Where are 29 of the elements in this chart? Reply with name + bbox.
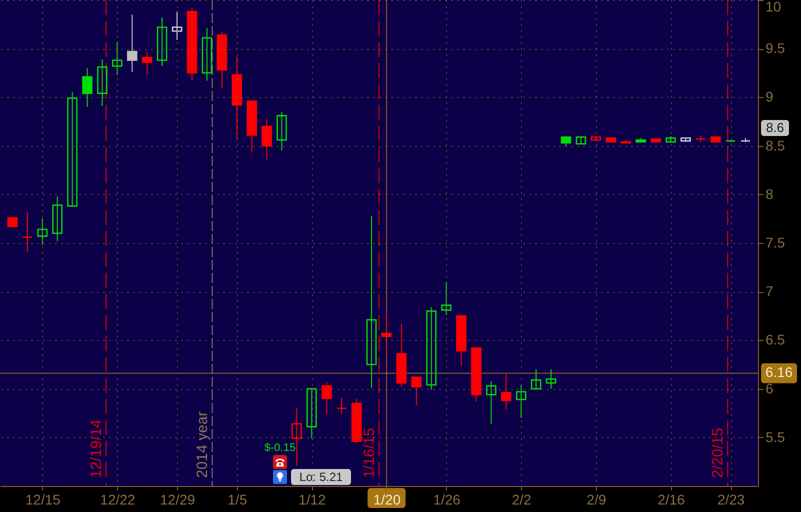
- x-tick-label: 1/12: [298, 492, 326, 508]
- x-tick-label: 2/9: [586, 492, 606, 508]
- x-tick-label: 12/22: [100, 492, 136, 508]
- y-tick-label: 7.5: [766, 234, 786, 250]
- x-tick-label: 1/20: [373, 492, 401, 508]
- x-tick-label: 12/29: [160, 492, 196, 508]
- annotation: $-0.15: [264, 442, 296, 454]
- annotation: 2014 year: [194, 411, 212, 478]
- y-tick-label: 10: [766, 0, 782, 14]
- y-tick-label: 6.5: [766, 332, 786, 348]
- x-tick-label: 2/16: [658, 492, 686, 508]
- y-tick-label: 8: [766, 186, 774, 202]
- text: 8.6: [766, 120, 784, 135]
- y-tick-label: 9: [766, 88, 774, 105]
- y-tick-label: 9.5: [766, 40, 786, 56]
- annotation: 12/19/14: [88, 420, 106, 478]
- y-tick-label: 6: [766, 380, 774, 396]
- x-tick-label: 1/26: [433, 492, 461, 508]
- y-tick-label: 8.5: [766, 137, 786, 154]
- annotation: 2/20/15: [710, 428, 727, 478]
- x-tick-label: 2/2: [512, 492, 532, 508]
- y-tick-label: 7: [766, 283, 774, 300]
- y-tick-label: 5.5: [766, 428, 786, 445]
- annotation: Lo: 5.21: [299, 470, 344, 484]
- annotation: 1/16/15: [361, 428, 378, 478]
- x-tick-label: 2/23: [717, 492, 745, 508]
- x-tick-label: 1/5: [228, 492, 248, 508]
- ref-line-label: 6.16: [765, 364, 793, 380]
- x-tick-label: 12/15: [25, 492, 61, 508]
